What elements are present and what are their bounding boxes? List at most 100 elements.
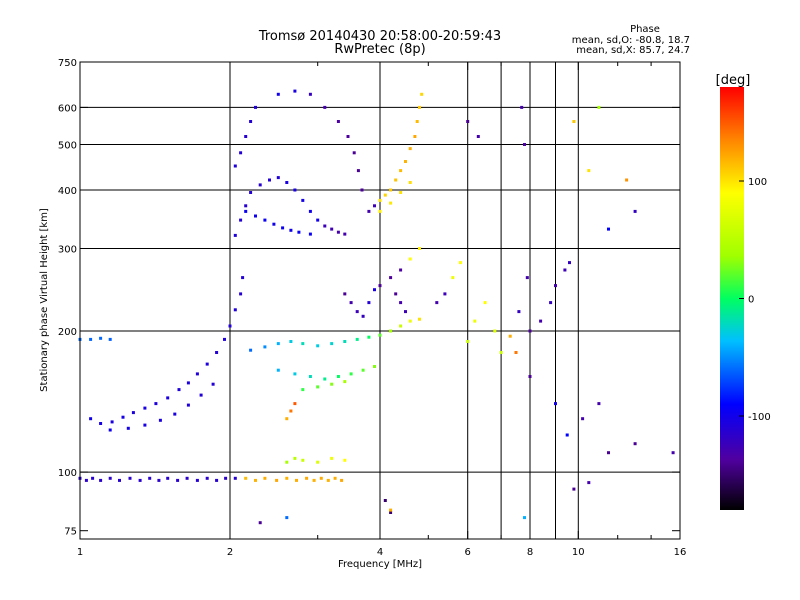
data-point (389, 201, 393, 205)
data-point (215, 478, 219, 482)
data-point (99, 336, 103, 340)
data-point (408, 319, 412, 323)
y-tick-labels: 75 100 200 300 400 500 600 750 (58, 58, 77, 538)
data-point (249, 191, 253, 194)
data-point (399, 301, 403, 305)
data-point (305, 476, 309, 480)
data-point (343, 292, 347, 296)
data-point (587, 169, 591, 173)
data-point (195, 372, 199, 376)
data-point (581, 417, 585, 421)
data-point (625, 178, 629, 182)
data-point (166, 476, 170, 480)
data-point (148, 476, 152, 480)
data-point (476, 135, 480, 138)
data-point (404, 160, 407, 163)
x-tick-label: 6 (465, 547, 471, 558)
y-tick-label: 75 (64, 527, 77, 538)
data-point (228, 324, 232, 328)
data-point (316, 385, 320, 389)
data-point (420, 92, 424, 96)
data-point (389, 508, 393, 512)
data-point (399, 324, 403, 328)
data-point (186, 381, 190, 385)
colorbar-tick-label: 0 (748, 295, 754, 306)
data-point (239, 292, 243, 296)
data-point (272, 222, 276, 226)
data-point (99, 478, 103, 482)
data-point (91, 476, 95, 480)
data-point (233, 164, 237, 168)
x-tick-label: 4 (377, 547, 383, 558)
data-point (293, 456, 297, 460)
data-point (394, 178, 398, 182)
data-point (399, 169, 403, 173)
data-point (233, 233, 237, 237)
x-tick-label: 10 (572, 547, 585, 558)
data-point (176, 478, 180, 482)
data-points (78, 89, 675, 525)
data-point (199, 393, 203, 397)
data-point (293, 188, 297, 192)
data-point (343, 232, 347, 236)
data-point (343, 380, 347, 384)
data-point (607, 451, 610, 455)
data-point (633, 442, 637, 446)
data-point (346, 135, 350, 138)
data-point (131, 411, 135, 415)
data-point (126, 426, 130, 430)
data-point (263, 476, 267, 480)
data-point (285, 181, 289, 184)
data-point (435, 301, 439, 305)
x-axis-label: Frequency [MHz] (338, 559, 422, 570)
colorbar-label: [deg] (716, 73, 751, 88)
data-point (297, 230, 301, 234)
y-axis-label: Stationary phase Virtual Height [km] (39, 208, 50, 392)
data-point (99, 422, 103, 425)
data-point (276, 368, 280, 372)
data-point (352, 151, 356, 155)
stats-title: Phase (630, 24, 660, 35)
data-point (383, 499, 387, 502)
data-point (404, 310, 407, 314)
data-point (349, 301, 353, 305)
data-point (367, 209, 371, 213)
data-point (185, 476, 189, 480)
data-point (173, 412, 177, 416)
data-point (389, 511, 393, 514)
data-point (244, 135, 248, 138)
data-point (293, 402, 297, 406)
data-point (254, 214, 257, 218)
y-tick-label: 500 (58, 141, 77, 152)
data-point (549, 301, 553, 305)
data-point (233, 476, 237, 480)
data-point (108, 428, 112, 432)
data-point (493, 329, 497, 333)
data-point (408, 181, 412, 184)
data-point (241, 276, 245, 280)
data-point (523, 516, 526, 520)
data-point (301, 198, 305, 202)
data-point (361, 368, 365, 372)
data-point (554, 402, 557, 406)
data-point (268, 178, 271, 182)
data-point (554, 284, 557, 288)
data-point (408, 257, 412, 261)
data-point (520, 105, 524, 109)
grid-layer (80, 62, 680, 539)
data-point (383, 193, 387, 197)
data-point (249, 120, 253, 123)
data-point (367, 301, 371, 305)
data-point (316, 344, 320, 348)
data-point (215, 351, 219, 354)
data-point (330, 342, 334, 346)
data-point (373, 204, 376, 208)
data-point (323, 377, 327, 381)
data-point (285, 516, 289, 520)
data-point (333, 476, 337, 480)
x-tick-label: 2 (227, 547, 233, 558)
data-point (301, 388, 305, 392)
chart-title: Tromsø 20140430 20:58:00-20:59:43 (258, 29, 501, 44)
data-point (399, 191, 403, 194)
